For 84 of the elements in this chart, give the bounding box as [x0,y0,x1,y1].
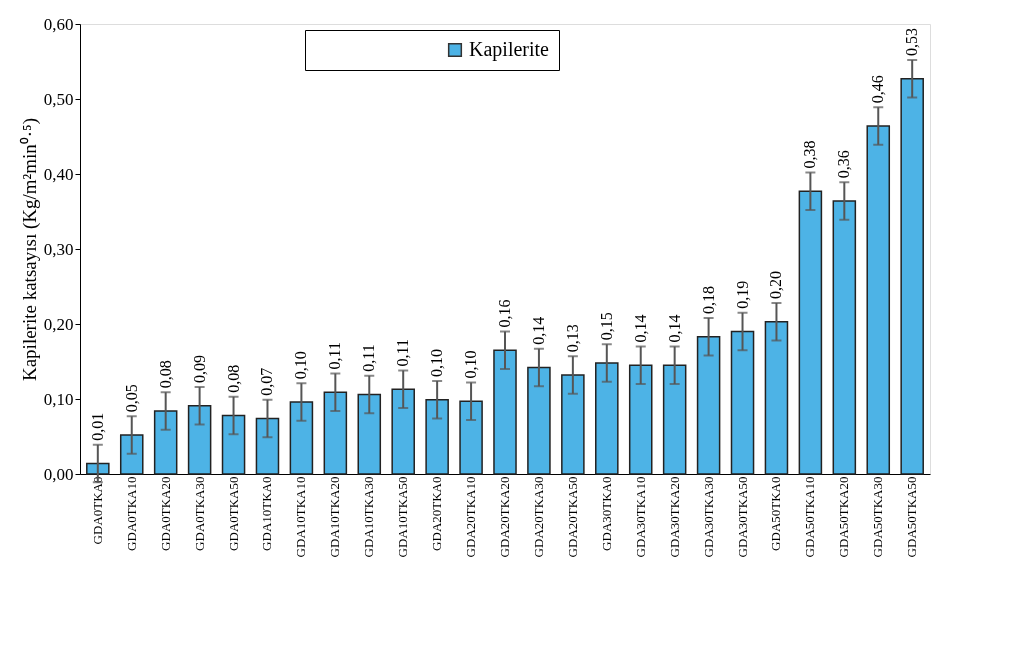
y-axis-title: Kapilerite katsayısı (Kg/m²min⁰·⁵) [18,117,41,382]
x-tick-label: GDA30TKA50 [734,476,750,558]
bar [187,405,212,475]
y-tick-label: 0,50 [43,89,74,109]
x-tick-label: GDA30TKA20 [666,476,682,558]
x-tick-label: GDA30TKA10 [632,476,648,558]
bar [764,321,789,475]
bar [289,401,314,475]
data-label: 0,10 [428,349,446,377]
data-label: 0,10 [462,350,480,379]
y-tick-label: 0,30 [43,239,74,259]
x-tick-label: GDA0TKA30 [191,476,207,551]
bar [323,391,348,475]
data-label: 0,15 [597,312,615,341]
x-tick-label: GDA20TKA10 [463,476,479,558]
data-label: 0,11 [326,342,344,370]
data-label: 0,38 [801,140,819,169]
data-label: 0,18 [699,286,717,314]
x-tick-label: GDA10TKA50 [395,476,411,558]
bar [391,388,415,475]
x-tick-label: GDA0TKA50 [225,476,241,551]
data-label: 0,14 [529,316,547,345]
x-tick-label: GDA20TKA0 [429,476,445,551]
bar [628,364,653,475]
y-tick-label: 0,60 [43,14,74,34]
x-tick-label: GDA10TKA30 [361,476,377,558]
bar [357,393,382,475]
y-tick-label: 0,10 [43,389,74,409]
data-label: 0,09 [190,355,208,383]
x-tick-label: GDA20TKA20 [497,476,512,558]
data-label: 0,10 [292,351,310,380]
data-label: 0,01 [88,412,106,441]
data-label: 0,11 [394,339,412,367]
bar [832,200,857,475]
x-tick-label: GDA20TKA30 [530,476,546,558]
data-label: 0,08 [224,364,242,393]
bar [900,78,924,475]
bar [662,364,687,475]
y-tick-label: 0,40 [43,164,74,184]
x-tick-label: GDA10TKA20 [327,476,343,558]
x-tick-label: GDA20TKA50 [564,476,580,558]
x-tick-label: GDA50TKA0 [768,476,784,551]
data-label: 0,16 [496,299,513,328]
bar [730,330,755,475]
x-tick-label: GDA50TKA30 [870,476,886,558]
bar [696,336,721,475]
bar [459,400,483,475]
y-tick-label: 0,20 [43,314,74,334]
bar [561,374,585,475]
x-tick-label: GDA30TKA30 [700,476,716,558]
x-tick-label: GDA10TKA10 [293,476,309,558]
bar [86,462,110,475]
x-tick-label: GDA50TKA10 [802,476,818,558]
data-label: 0,11 [360,344,378,372]
data-label: 0,20 [767,271,785,299]
data-label: 0,13 [563,324,581,353]
bar [221,414,246,475]
bar [153,410,178,475]
data-label: 0,07 [258,367,276,396]
data-label: 0,14 [631,314,649,343]
x-tick-label: GDA0TKA10 [123,476,139,551]
x-tick-label: GDA0TKA20 [157,476,173,551]
bar [866,125,891,475]
x-tick-label: GDA30TKA0 [598,476,614,551]
data-label: 0,08 [156,360,174,389]
data-label: 0,46 [869,75,887,104]
data-label: 0,36 [835,150,853,179]
x-tick-label: GDA0TKA0 [89,476,105,545]
bar [527,366,551,475]
y-tick-label: 0,00 [43,464,74,484]
x-tick-label: GDA50TKA50 [904,476,920,558]
bar [798,190,823,475]
bar [425,399,449,475]
legend-label: Kapilerite [469,38,550,61]
bar [255,417,280,475]
x-tick-label: GDA10TKA0 [259,476,275,551]
bar [493,349,517,475]
data-label: 0,14 [665,314,683,343]
data-label: 0,19 [733,280,751,309]
x-tick-label: GDA50TKA20 [836,476,852,558]
bar [595,362,619,475]
bar [119,434,144,475]
data-label: 0,53 [903,28,921,56]
data-label: 0,05 [122,384,140,413]
